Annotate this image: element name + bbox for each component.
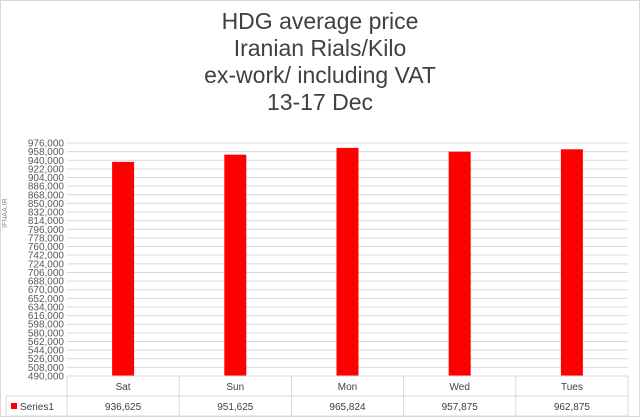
bar: [112, 161, 135, 376]
y-tick-label: 508,000: [28, 363, 65, 374]
bar: [336, 147, 359, 376]
title-line-4: 13-17 Dec: [266, 89, 374, 115]
y-tick-label: 670,000: [28, 285, 65, 296]
y-tick-label: 490,000: [28, 372, 65, 383]
y-tick-label: 598,000: [28, 320, 65, 331]
title-line-3: ex-work/ including VAT: [204, 62, 436, 88]
y-tick-label: 616,000: [28, 311, 65, 322]
bar: [448, 151, 471, 376]
y-tick-label: 706,000: [28, 268, 65, 279]
y-tick-label: 760,000: [28, 242, 65, 253]
category-label: Mon: [338, 382, 357, 393]
title-line-2: Iranian Rials/Kilo: [233, 35, 407, 61]
y-tick-label: 688,000: [28, 277, 65, 288]
y-tick-label: 850,000: [28, 199, 65, 210]
y-tick-label: 580,000: [28, 328, 65, 339]
y-tick-label: 544,000: [28, 346, 65, 357]
y-tick-label: 562,000: [28, 337, 65, 348]
y-tick-label: 832,000: [28, 208, 65, 219]
value-label: 965,824: [329, 402, 366, 413]
y-tick-label: 904,000: [28, 173, 65, 184]
value-label: 962,875: [554, 402, 591, 413]
category-label: Tues: [561, 382, 583, 393]
value-label: 957,875: [442, 402, 479, 413]
value-label: 936,625: [105, 402, 142, 413]
chart-title: HDG average price Iranian Rials/Kilo ex-…: [0, 8, 640, 116]
value-label: 951,625: [217, 402, 254, 413]
bar: [560, 149, 583, 376]
y-tick-label: 634,000: [28, 302, 65, 313]
y-tick-label: 940,000: [28, 156, 65, 167]
title-line-1: HDG average price: [221, 8, 419, 34]
y-tick-label: 526,000: [28, 354, 65, 365]
y-tick-label: 814,000: [28, 216, 65, 227]
legend-swatch: [11, 403, 17, 409]
y-tick-label: 868,000: [28, 190, 65, 201]
y-tick-label: 922,000: [28, 164, 65, 175]
series-name: Series1: [20, 402, 54, 413]
y-tick-label: 886,000: [28, 182, 65, 193]
bar: [224, 154, 247, 376]
y-tick-label: 958,000: [28, 147, 65, 158]
y-tick-label: 976,000: [28, 139, 65, 150]
category-label: Wed: [450, 382, 470, 393]
y-tick-label: 652,000: [28, 294, 65, 305]
y-tick-label: 742,000: [28, 251, 65, 262]
category-label: Sun: [226, 382, 244, 393]
y-tick-label: 724,000: [28, 259, 65, 270]
y-tick-label: 778,000: [28, 233, 65, 244]
y-tick-label: 796,000: [28, 225, 65, 236]
category-label: Sat: [116, 382, 131, 393]
